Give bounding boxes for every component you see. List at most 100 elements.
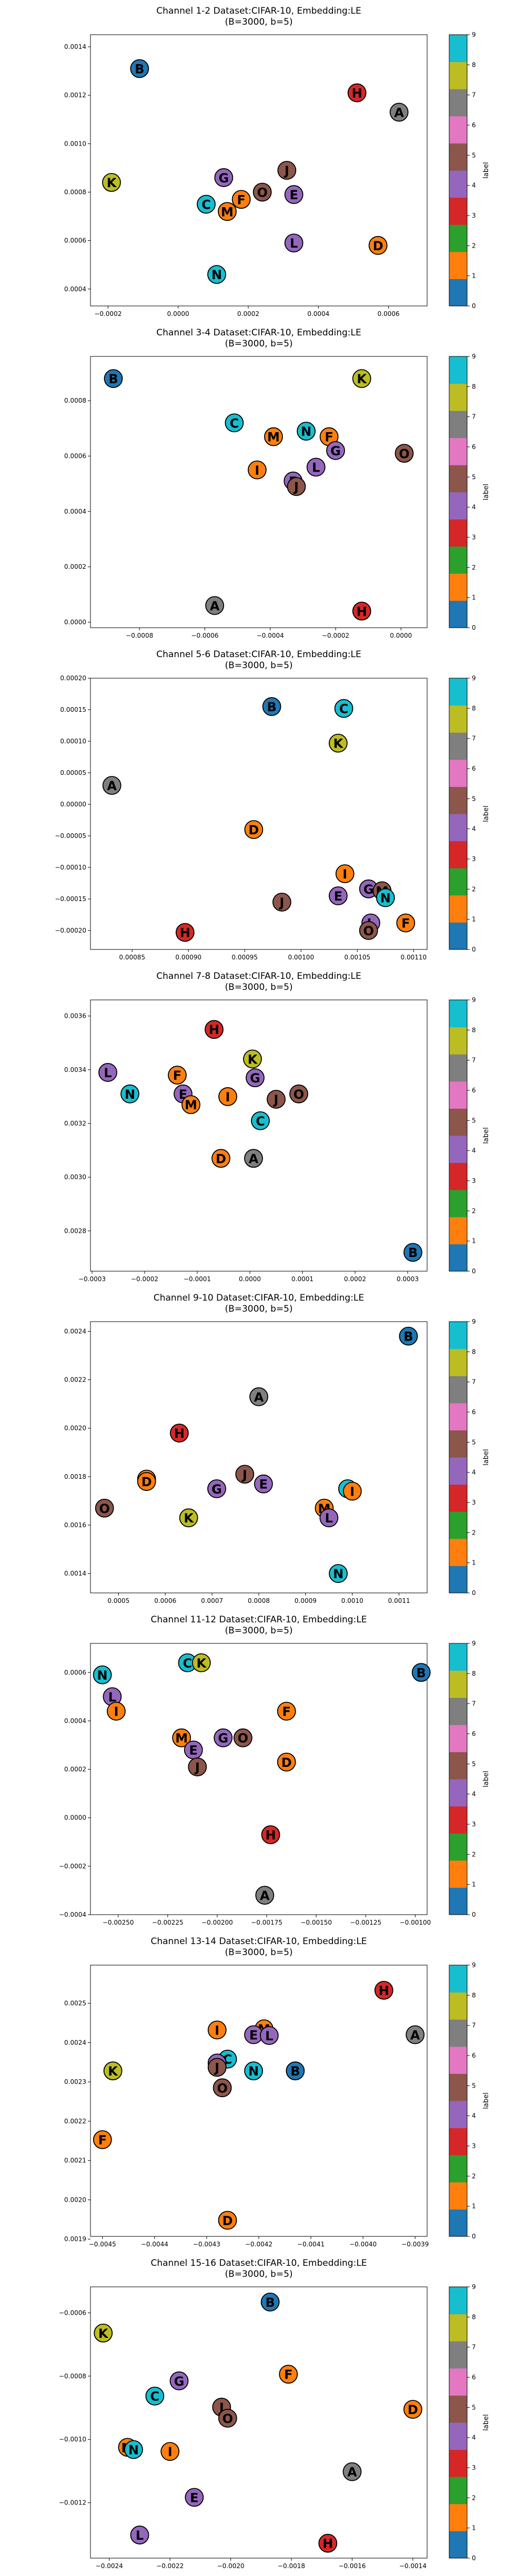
point-marker xyxy=(297,422,316,441)
x-tick-label: −0.00200 xyxy=(201,1919,233,1926)
colorbar-tick-label: 1 xyxy=(472,594,476,601)
colorbar-tick-label: 8 xyxy=(472,1670,476,1677)
colorbar: 0 1 2 3 4 5 6 7 8 9 label xyxy=(449,674,490,953)
point-letter: E xyxy=(190,2490,198,2505)
colorbar-tick-label: 6 xyxy=(472,443,476,451)
chart-title: Channel 9-10 Dataset:CIFAR-10, Embedding… xyxy=(154,1293,364,1303)
point-D: D xyxy=(277,1752,296,1772)
point-letter: H xyxy=(352,86,362,101)
point-letter: N xyxy=(248,2064,259,2079)
point-marker xyxy=(172,1728,191,1747)
point-letter: M xyxy=(185,1098,197,1112)
scatter-points: HAIMELCGJNBKOFD xyxy=(93,1980,425,2230)
point-marker xyxy=(352,601,371,621)
colorbar-segment xyxy=(449,1136,467,1163)
x-tick-label: 0.0009 xyxy=(295,1597,317,1604)
point-marker xyxy=(374,1980,393,2000)
point-letter: N xyxy=(301,424,311,439)
point-marker xyxy=(260,2293,280,2312)
point-I: I xyxy=(342,1481,362,1501)
point-letter: J xyxy=(218,2400,224,2415)
chart-subtitle: (B=3000, b=5) xyxy=(225,982,292,993)
point-D: D xyxy=(403,2400,422,2419)
point-letter: I xyxy=(114,1704,118,1719)
point-marker xyxy=(289,1084,308,1103)
colorbar-segment xyxy=(449,1244,467,1272)
colorbar-tick-label: 5 xyxy=(472,1117,476,1124)
point-letter: N xyxy=(333,1567,343,1581)
x-tick-label: −0.0041 xyxy=(297,2241,325,2248)
point-marker xyxy=(277,1752,296,1772)
point-letter: H xyxy=(209,1023,219,1037)
point-marker xyxy=(179,1508,198,1528)
point-marker xyxy=(259,2026,279,2045)
y-tick-label: 0.0008 xyxy=(64,188,86,196)
point-marker xyxy=(284,185,304,204)
point-F: F xyxy=(93,2130,112,2149)
point-G: G xyxy=(246,1068,265,1088)
colorbar-tick-label: 3 xyxy=(472,2464,476,2471)
chart-subtitle: (B=3000, b=5) xyxy=(225,1626,292,1636)
scatter-points: B H A K J GC O E FM L D N xyxy=(102,59,409,284)
point-letter: D xyxy=(408,2403,418,2417)
colorbar-segment xyxy=(449,1081,467,1109)
colorbar-label: label xyxy=(482,2092,490,2109)
point-marker xyxy=(255,1886,275,1905)
y-tick-label: −0.0012 xyxy=(59,2499,86,2507)
point-H: H xyxy=(169,1424,189,1443)
x-tick-label: 0.0006 xyxy=(154,1597,176,1604)
point-marker xyxy=(191,1653,211,1672)
point-letter: B xyxy=(403,1330,413,1344)
point-marker xyxy=(318,2533,338,2553)
point-marker xyxy=(93,2130,112,2149)
colorbar-tick-label: 6 xyxy=(472,1087,476,1094)
colorbar: 0 1 2 3 4 5 6 7 8 9 label xyxy=(449,1640,490,1918)
chart-subtitle: (B=3000, b=5) xyxy=(225,339,292,349)
x-tick-label: −0.0039 xyxy=(401,2241,429,2248)
point-letter: H xyxy=(266,1828,276,1843)
colorbar-tick-label: 1 xyxy=(472,272,476,280)
point-letter: N xyxy=(97,1668,108,1683)
point-letter: L xyxy=(265,2029,273,2043)
colorbar-tick-label: 8 xyxy=(472,2313,476,2321)
x-tick-label: −0.0002 xyxy=(322,632,349,639)
colorbar-segment xyxy=(449,2209,467,2237)
point-I: I xyxy=(160,2442,180,2461)
point-H: H xyxy=(374,1980,393,2000)
colorbar-segment xyxy=(449,1643,467,1671)
colorbar-segment xyxy=(449,251,467,279)
y-tick-label: 0.0020 xyxy=(64,2196,86,2203)
x-tick-label: 0.00095 xyxy=(231,954,258,961)
point-marker xyxy=(411,1663,431,1682)
colorbar-label: label xyxy=(482,1127,490,1143)
point-L: L xyxy=(284,233,304,253)
point-letter: H xyxy=(379,1984,389,1998)
point-letter: J xyxy=(241,1467,247,1482)
point-marker xyxy=(306,457,326,477)
point-A: A xyxy=(342,2462,362,2481)
colorbar-tick-label: 6 xyxy=(472,1408,476,1416)
point-letter: A xyxy=(347,2465,357,2480)
point-L: L xyxy=(103,1687,122,1706)
point-C: C xyxy=(251,1111,270,1130)
point-C: C xyxy=(225,413,244,433)
chart-panel-7: Channel 13-14 Dataset:CIFAR-10, Embeddin… xyxy=(64,1936,490,2248)
y-tick-label: 0.00000 xyxy=(60,801,86,808)
point-letter: J xyxy=(194,1760,200,1775)
point-marker xyxy=(264,427,283,446)
point-M: M xyxy=(218,202,237,221)
point-letter: H xyxy=(322,2537,333,2551)
colorbar-segment xyxy=(449,678,467,706)
point-letter: K xyxy=(333,737,344,751)
y-tick-label: 0.00015 xyxy=(60,706,86,713)
chart-panel-6: Channel 11-12 Dataset:CIFAR-10, Embeddin… xyxy=(59,1614,490,1926)
colorbar-tick-label: 8 xyxy=(472,1026,476,1034)
chart-panel-3: Channel 5-6 Dataset:CIFAR-10, Embedding:… xyxy=(55,649,490,961)
colorbar-segment xyxy=(449,2531,467,2559)
plot-frame xyxy=(90,2286,428,2559)
colorbar-segment xyxy=(449,1027,467,1055)
colorbar-tick-label: 0 xyxy=(472,2233,476,2240)
point-marker xyxy=(394,444,414,463)
point-N: N xyxy=(120,1084,139,1103)
point-M: M xyxy=(172,1728,191,1747)
